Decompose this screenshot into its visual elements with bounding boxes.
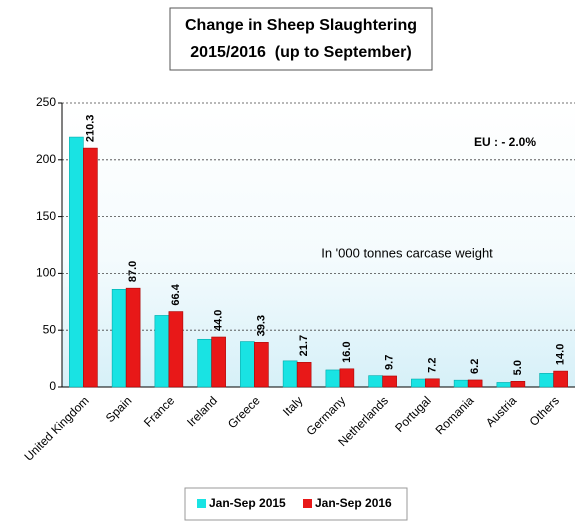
legend-box: [184, 487, 408, 521]
legend-label: Jan-Sep 2015: [209, 496, 286, 510]
data-label: 5.0: [512, 360, 524, 375]
bar: [154, 315, 170, 388]
data-label: 6.2: [469, 359, 481, 374]
chart-subtitle: 2015/2016 (up to September): [190, 44, 411, 61]
bar: [553, 370, 568, 388]
bar: [69, 136, 84, 388]
legend-label: Jan-Sep 2016: [315, 496, 392, 510]
data-label: 21.7: [298, 335, 310, 356]
bar: [168, 311, 184, 388]
bar: [368, 375, 383, 388]
y-tick-label: 200: [36, 152, 56, 166]
legend-swatch: [197, 499, 206, 508]
y-tick-label: 0: [49, 379, 56, 393]
x-tick-label: Romania: [433, 393, 477, 437]
chart-title: Change in Sheep Slaughtering: [185, 17, 417, 34]
bar: [467, 379, 483, 388]
bar: [539, 373, 554, 388]
bar: [125, 287, 141, 388]
data-label: 210.3: [84, 115, 96, 143]
x-tick-label: Spain: [103, 393, 135, 425]
bar: [496, 382, 512, 388]
legend-swatch: [303, 499, 312, 508]
bar: [240, 341, 255, 388]
bar: [83, 147, 98, 388]
bar: [197, 338, 212, 388]
data-label: 16.0: [341, 341, 353, 362]
x-tick-label: Others: [527, 393, 562, 428]
y-tick-label: 100: [36, 266, 56, 280]
data-label: 14.0: [555, 344, 567, 365]
bar: [325, 369, 341, 388]
x-tick-label: Greece: [225, 393, 263, 431]
plot-background: [62, 103, 575, 387]
y-tick-label: 150: [36, 209, 56, 223]
bar: [425, 378, 440, 388]
bar: [510, 381, 526, 388]
x-tick-label: Germany: [303, 393, 348, 438]
data-label: 66.4: [170, 283, 182, 305]
x-tick-label: United Kingdom: [21, 393, 91, 463]
data-label: 44.0: [213, 310, 225, 331]
bar: [254, 342, 269, 388]
bar: [282, 360, 298, 388]
bar: [411, 378, 426, 388]
bar: [211, 336, 226, 388]
bar: [111, 289, 127, 388]
data-label: 87.0: [127, 261, 139, 282]
data-label: 39.3: [255, 315, 267, 336]
data-label: 9.7: [384, 355, 396, 370]
bar: [296, 362, 312, 388]
annotation: EU : - 2.0%: [474, 135, 536, 149]
y-tick-label: 250: [36, 95, 56, 109]
annotation: In '000 tonnes carcase weight: [321, 245, 493, 260]
x-tick-label: Austria: [483, 393, 520, 430]
x-tick-label: Italy: [280, 393, 305, 418]
x-tick-label: Ireland: [184, 393, 220, 429]
title-box: [169, 7, 433, 71]
y-tick-label: 50: [43, 322, 57, 336]
bar: [339, 368, 355, 388]
bar: [453, 379, 469, 388]
x-tick-label: France: [141, 393, 178, 430]
data-label: 7.2: [426, 358, 438, 373]
x-tick-label: Portugal: [392, 393, 434, 435]
bar: [382, 375, 397, 388]
